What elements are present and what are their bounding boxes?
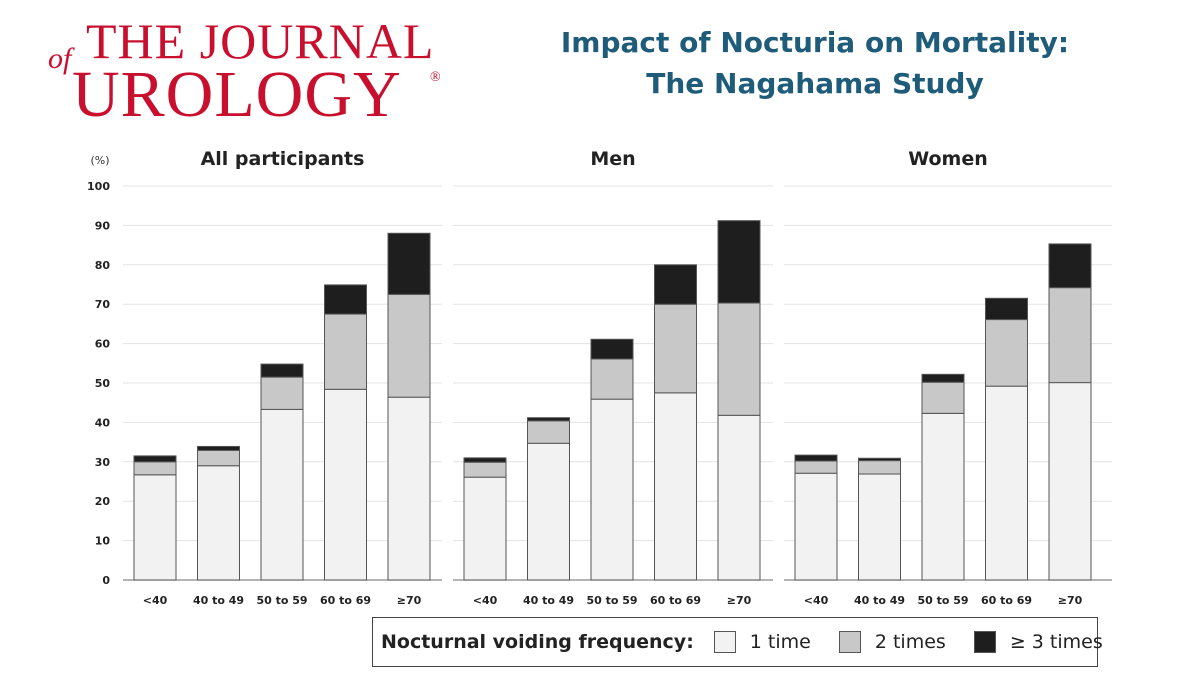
bar-panel-1-cat-2-series-1 [197, 465, 240, 581]
bar-panel-2-cat-2-series-2 [527, 420, 570, 444]
bar-panel-2-cat-3-series-3 [590, 338, 634, 360]
bar-panel-1-cat-5-series-2 [387, 293, 431, 398]
title-line-2: The Nagahama Study [646, 67, 984, 100]
y-tick-label-30: 30 [95, 456, 111, 469]
bar-panel-1-cat-2-series-2 [197, 449, 240, 467]
bar-panel-2-cat-4-series-3 [654, 264, 697, 305]
bar-panel-3-cat-1-series-1 [794, 472, 838, 581]
x-tick-label-panel-2-2: 40 to 49 [523, 594, 574, 607]
bar-panel-1-cat-4-series-1 [324, 388, 367, 581]
bar-panel-3-cat-1-series-2 [794, 460, 838, 474]
bar-panel-3-cat-5-series-1 [1048, 382, 1092, 581]
bar-panel-3-cat-5-series-2 [1048, 287, 1092, 384]
bar-panel-2-cat-4-series-2 [654, 303, 697, 394]
x-tick-label-panel-1-1: <40 [143, 594, 168, 607]
x-tick-label-panel-3-4: 60 to 69 [981, 594, 1032, 607]
bar-panel-2-cat-5-series-1 [717, 414, 761, 581]
bar-panel-2-cat-1-series-1 [463, 476, 507, 581]
bar-panel-2-cat-2-series-1 [527, 442, 570, 581]
y-tick-label-40: 40 [95, 416, 111, 429]
bar-panel-3-cat-3-series-3 [921, 373, 965, 383]
bar-panel-3-cat-4-series-1 [985, 385, 1028, 581]
legend-swatch-3-times [973, 631, 996, 653]
y-tick-label-60: 60 [95, 338, 111, 351]
x-tick-label-panel-1-2: 40 to 49 [193, 594, 244, 607]
y-tick-label-70: 70 [95, 298, 111, 311]
bar-panel-1-cat-4-series-3 [324, 284, 367, 315]
title-line-1: Impact of Nocturia on Mortality: [560, 26, 1070, 59]
bar-panel-1-cat-3-series-2 [260, 376, 304, 410]
x-tick-label-panel-3-1: <40 [804, 594, 829, 607]
bar-panel-3-cat-3-series-2 [921, 381, 965, 414]
x-tick-label-panel-2-4: 60 to 69 [650, 594, 701, 607]
x-tick-label-panel-3-3: 50 to 59 [917, 594, 968, 607]
chart-legend: Nocturnal voiding frequency: 1 time 2 ti… [372, 617, 1103, 667]
logo-line-2: UROLOGY [72, 58, 402, 131]
bar-panel-1-cat-3-series-3 [260, 363, 304, 378]
panel-title-3: Women [908, 148, 988, 170]
y-tick-label-0: 0 [102, 574, 110, 587]
legend-label-3-times: ≥ 3 times [1009, 631, 1103, 653]
bar-panel-3-cat-2-series-3 [858, 457, 901, 462]
bar-panel-2-cat-3-series-1 [590, 398, 634, 581]
logo-registered-mark: ® [430, 70, 441, 85]
legend-item-1-time: 1 time [713, 631, 811, 653]
bar-panel-1-cat-1-series-2 [133, 461, 177, 476]
legend-label-1-time: 1 time [749, 631, 811, 653]
bar-panel-3-cat-5-series-3 [1048, 243, 1092, 289]
x-tick-label-panel-1-3: 50 to 59 [256, 594, 307, 607]
logo-of: of [48, 42, 72, 75]
legend-item-2-times: 2 times [838, 631, 946, 653]
legend-swatch-2-times [838, 631, 861, 653]
bar-panel-3-cat-2-series-1 [858, 473, 901, 581]
page-title: Impact of Nocturia on Mortality: The Nag… [470, 22, 1160, 104]
bar-panel-2-cat-2-series-3 [527, 417, 570, 422]
y-tick-label-50: 50 [95, 377, 111, 390]
bar-panel-2-cat-5-series-3 [717, 220, 761, 304]
panel-title-2: Men [590, 148, 635, 170]
legend-item-3-times: ≥ 3 times [973, 631, 1103, 653]
bar-panel-2-cat-1-series-2 [463, 461, 507, 478]
bar-panel-1-cat-1-series-1 [133, 474, 177, 581]
bar-panel-3-cat-3-series-1 [921, 412, 965, 581]
bar-panel-1-cat-4-series-2 [324, 313, 367, 390]
bar-panel-2-cat-5-series-2 [717, 302, 761, 416]
bar-panel-1-cat-3-series-1 [260, 408, 304, 581]
bar-panel-3-cat-1-series-3 [794, 454, 838, 462]
x-tick-label-panel-2-3: 50 to 59 [586, 594, 637, 607]
legend-swatch-1-time [713, 631, 736, 653]
y-axis-unit-label: (%) [90, 154, 109, 167]
bar-panel-1-cat-1-series-3 [133, 455, 177, 463]
bar-panel-3-cat-4-series-2 [985, 319, 1028, 387]
x-tick-label-panel-1-5: ≥70 [397, 594, 422, 607]
bar-panel-1-cat-5-series-3 [387, 232, 431, 295]
bar-panel-2-cat-3-series-2 [590, 358, 634, 400]
bar-panel-3-cat-2-series-2 [858, 460, 901, 475]
y-tick-label-90: 90 [95, 219, 111, 232]
bar-panel-3-cat-4-series-3 [985, 297, 1028, 321]
x-tick-label-panel-2-5: ≥70 [727, 594, 752, 607]
y-tick-label-20: 20 [95, 495, 111, 508]
x-tick-label-panel-3-2: 40 to 49 [854, 594, 905, 607]
x-tick-label-panel-3-5: ≥70 [1058, 594, 1083, 607]
y-tick-label-10: 10 [95, 535, 111, 548]
bar-panel-2-cat-4-series-1 [654, 392, 697, 581]
journal-logo: THE JOURNAL of UROLOGY ® [48, 14, 468, 129]
bar-panel-1-cat-2-series-3 [197, 445, 240, 451]
logo-line-1: THE JOURNAL [86, 13, 435, 69]
legend-title: Nocturnal voiding frequency: [381, 631, 694, 653]
y-tick-label-100: 100 [87, 180, 110, 193]
x-tick-label-panel-1-4: 60 to 69 [320, 594, 371, 607]
y-tick-label-80: 80 [95, 259, 111, 272]
legend-label-2-times: 2 times [874, 631, 946, 653]
bar-panel-1-cat-5-series-1 [387, 396, 431, 581]
bar-panel-2-cat-1-series-3 [463, 457, 507, 463]
x-tick-label-panel-2-1: <40 [473, 594, 498, 607]
panel-title-1: All participants [201, 148, 365, 170]
